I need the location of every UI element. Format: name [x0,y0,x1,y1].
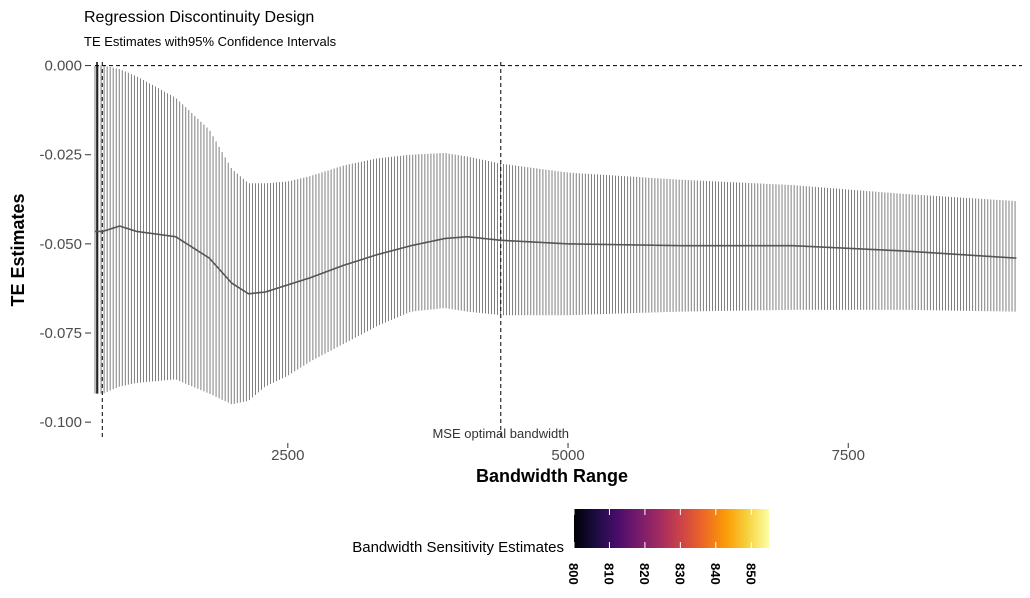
legend: Bandwidth Sensitivity Estimates 800 810 82… [352,509,769,585]
y-tick-label: -0.075 [39,325,82,342]
mse-optimal-label: MSE optimal bandwidth [432,426,569,441]
y-tick-label: -0.050 [39,236,82,253]
y-tick-label: 0.000 [44,58,82,75]
estimate-line [95,225,1017,295]
legend-tick-label: 830 [672,563,687,585]
legend-colorbar [574,509,769,548]
y-tick-label: -0.100 [39,414,82,431]
x-tick-label: 7500 [832,447,865,464]
legend-tick-label: 800 [566,563,581,585]
error-bars [94,65,1016,405]
legend-title: Bandwidth Sensitivity Estimates [352,539,564,556]
chart-title: Regression Discontinuity Design [84,9,314,26]
plot-area: MSE optimal bandwidth [94,62,1022,441]
x-axis: 2500 5000 7500 [271,443,865,464]
x-axis-title: Bandwidth Range [476,466,628,486]
x-tick-label: 5000 [551,447,584,464]
y-axis-title: TE Estimates [8,193,28,306]
chart-subtitle: TE Estimates with95% Confidence Interval… [84,34,337,49]
legend-tick-label: 840 [708,563,723,585]
y-tick-label: -0.025 [39,147,82,164]
x-tick-label: 2500 [271,447,304,464]
legend-tick-label: 810 [601,563,616,585]
legend-tick-label: 820 [637,563,652,585]
legend-tick-label: 850 [743,563,758,585]
y-axis: 0.000 -0.025 -0.050 -0.075 -0.100 [39,58,91,431]
